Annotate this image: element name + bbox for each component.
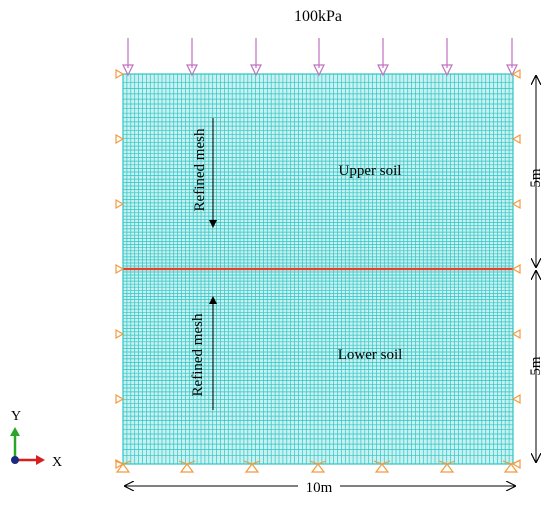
load-arrows bbox=[122, 38, 518, 77]
right-roller-support bbox=[511, 263, 521, 275]
bottom-pin-support bbox=[503, 463, 519, 473]
bottom-pin-support bbox=[439, 463, 455, 473]
bottom-pin-support-wing bbox=[373, 460, 391, 465]
right-boundary-supports bbox=[511, 68, 521, 470]
refined-mesh-lower-label: Refined mesh bbox=[190, 313, 206, 396]
load-arrow-head bbox=[377, 64, 389, 77]
bottom-pin-support bbox=[244, 463, 260, 473]
load-arrow-head bbox=[122, 64, 134, 77]
bottom-pin-support bbox=[374, 463, 390, 473]
load-arrow-head bbox=[506, 64, 518, 77]
refined-mesh-upper-label: Refined mesh bbox=[192, 128, 208, 211]
y-axis-arrowhead bbox=[10, 427, 20, 436]
left-roller-support bbox=[115, 263, 125, 275]
bottom-boundary-supports bbox=[114, 460, 520, 473]
right-roller-support bbox=[511, 133, 521, 145]
load-label: 100kPa bbox=[294, 8, 342, 25]
lower-soil-label: Lower soil bbox=[338, 347, 403, 363]
x-axis-arrowhead bbox=[36, 455, 45, 465]
load-arrow-head bbox=[250, 64, 262, 77]
right-roller-support bbox=[511, 393, 521, 405]
left-roller-support bbox=[115, 328, 125, 340]
upper-soil-label: Upper soil bbox=[339, 163, 402, 179]
left-roller-support bbox=[115, 68, 125, 80]
left-roller-support bbox=[115, 133, 125, 145]
load-arrow-head bbox=[441, 64, 453, 77]
left-roller-support bbox=[115, 393, 125, 405]
bottom-pin-support bbox=[179, 463, 195, 473]
right-roller-support bbox=[511, 328, 521, 340]
bottom-pin-support bbox=[310, 463, 326, 473]
bottom-pin-support-wing bbox=[438, 460, 456, 465]
left-boundary-supports bbox=[115, 68, 125, 470]
dimension-bottom-label: 10m bbox=[306, 480, 333, 496]
left-roller-support bbox=[115, 458, 125, 470]
bottom-pin-support-wing bbox=[178, 460, 196, 465]
coordinate-triad: Y X bbox=[10, 409, 62, 470]
bottom-pin-support-wing bbox=[502, 460, 520, 465]
right-roller-support bbox=[511, 68, 521, 80]
load-arrow-head bbox=[186, 64, 198, 77]
x-axis-label: X bbox=[52, 455, 62, 470]
dimension-upper-label: 5m bbox=[528, 168, 544, 188]
bottom-pin-support bbox=[115, 463, 131, 473]
dimension-lower-label: 5m bbox=[528, 356, 544, 376]
bottom-pin-support-wing bbox=[114, 460, 132, 465]
bottom-pin-support-wing bbox=[309, 460, 327, 465]
right-roller-support bbox=[511, 198, 521, 210]
bottom-pin-support-wing bbox=[243, 460, 261, 465]
y-axis-label: Y bbox=[11, 409, 21, 424]
load-arrow-head bbox=[313, 64, 325, 77]
left-roller-support bbox=[115, 198, 125, 210]
origin-marker bbox=[11, 456, 19, 464]
